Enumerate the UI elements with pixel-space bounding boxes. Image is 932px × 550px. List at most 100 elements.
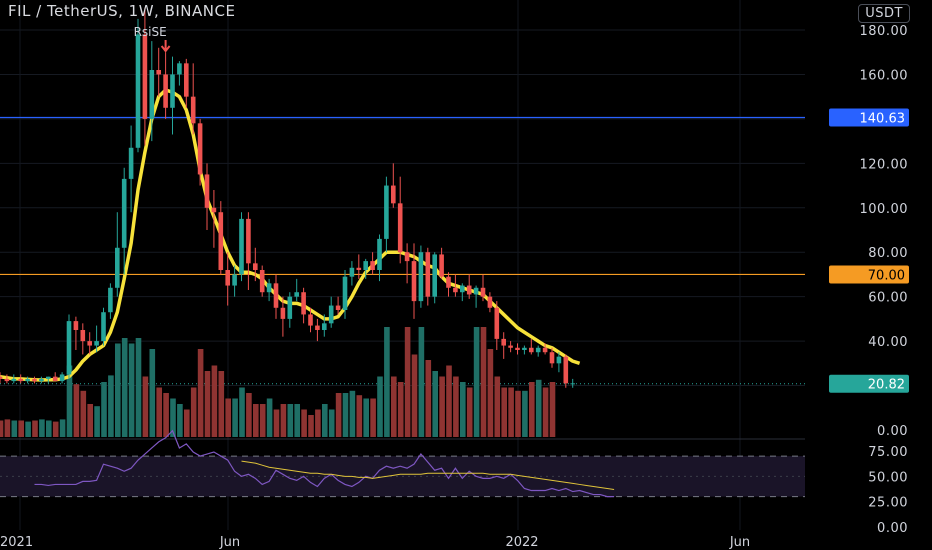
candle-body (301, 292, 306, 315)
candle-body (515, 347, 520, 350)
volume-bar (11, 420, 18, 437)
price-label: 70.00 (868, 268, 905, 283)
candle-body (453, 287, 458, 293)
candle (356, 254, 362, 279)
symbol-title[interactable]: FIL / TetherUS, 1W, BINANCE (8, 2, 236, 20)
candle (542, 343, 548, 355)
candle (411, 243, 417, 319)
volume-bar (0, 420, 4, 437)
volume-bar (453, 376, 459, 437)
candle-body (328, 305, 334, 324)
candle (170, 56, 175, 135)
volume-bar (535, 379, 542, 437)
candle (549, 347, 555, 368)
volume-bar (4, 419, 11, 437)
rsi-panel (0, 429, 805, 498)
last-price-label: 20.82 (868, 378, 905, 393)
candle-body (391, 185, 396, 204)
candle-body (273, 283, 279, 308)
x-tick-label: 2022 (505, 535, 538, 550)
axes: 180.00160.00140.00120.00100.0080.0060.00… (0, 24, 909, 550)
volume-bar (549, 382, 556, 437)
candle (315, 318, 320, 342)
candle-body (46, 376, 51, 379)
candle-body (522, 347, 527, 350)
candle-body (535, 347, 541, 353)
candle-body (349, 267, 355, 277)
candle-body (501, 338, 506, 346)
candle (570, 378, 575, 388)
volume-bar (266, 398, 273, 437)
candle (259, 265, 265, 297)
rsi-tick-label: 25.00 (868, 496, 908, 511)
candle (473, 285, 479, 308)
candle (18, 374, 23, 384)
volume-bar (177, 404, 183, 437)
candle-body (280, 307, 286, 319)
volume-bar (370, 398, 376, 437)
volume-bar (211, 365, 218, 437)
candle-body (439, 254, 444, 277)
candle (397, 176, 403, 264)
volume-bar (494, 376, 501, 437)
x-tick-label: Jun (729, 535, 750, 550)
candle-body (0, 376, 3, 379)
candle (363, 258, 368, 279)
volume-bar (342, 393, 349, 437)
candle (0, 372, 3, 384)
candle (177, 61, 182, 86)
candle-body (480, 287, 486, 297)
candle (377, 234, 382, 282)
grid (0, 0, 805, 530)
volume-bar (218, 371, 225, 437)
volume-bar (287, 404, 294, 437)
currency-button[interactable]: USDT (858, 4, 910, 23)
volume-bar (197, 349, 204, 437)
candle-body (529, 347, 534, 353)
candle-body (335, 305, 341, 310)
candle-body (101, 312, 106, 342)
candle-body (266, 283, 272, 293)
last-price-box (829, 374, 909, 393)
rsi-tick-label: 0.00 (877, 521, 908, 536)
candle-body (432, 254, 437, 297)
candle (287, 292, 293, 328)
candle-body (384, 185, 389, 239)
candle-body (163, 74, 168, 108)
candle-body (94, 341, 99, 346)
candle-body (32, 378, 37, 382)
candle-body (170, 74, 175, 108)
candle (46, 376, 51, 384)
candle-body (425, 252, 431, 297)
volume-bar (466, 387, 473, 437)
volume-bar (52, 421, 59, 437)
candle (349, 261, 355, 286)
candle-body (211, 207, 217, 213)
volume-bar (184, 409, 190, 437)
volume-bar (439, 376, 445, 437)
candle-body (121, 178, 127, 248)
rsi-line (34, 429, 615, 498)
volume-bar (18, 420, 24, 437)
candle-body (259, 270, 265, 293)
candle (273, 274, 279, 319)
candle (52, 372, 58, 382)
volume-bar (156, 387, 162, 437)
volume-bar (349, 390, 356, 437)
candle (142, 7, 148, 146)
candle-body (239, 218, 244, 275)
volume-bar (522, 390, 528, 437)
volume-bar (246, 393, 252, 437)
price-label-box (829, 265, 909, 284)
candle-body (25, 378, 30, 382)
volume-bar (87, 404, 93, 437)
candle-body (156, 70, 161, 75)
candle (328, 296, 334, 328)
candle (135, 18, 141, 153)
candle-body (232, 274, 237, 286)
candle (11, 374, 17, 384)
candle (32, 376, 37, 384)
candle-body (315, 325, 320, 330)
candle (342, 270, 348, 319)
